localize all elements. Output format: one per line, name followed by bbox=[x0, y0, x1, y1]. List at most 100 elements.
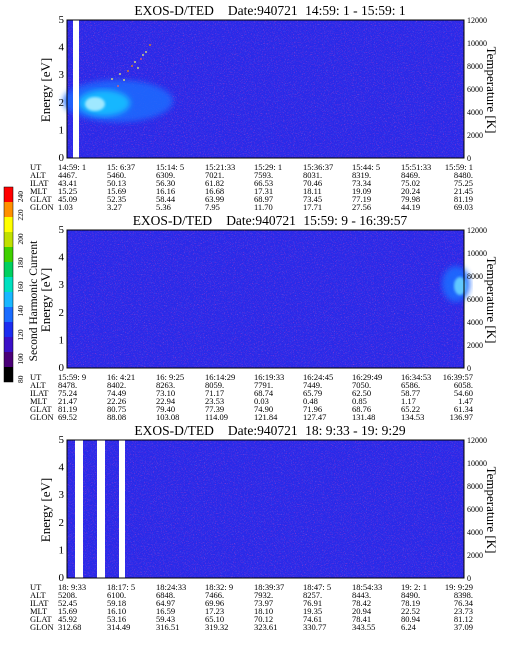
panel-1-cell: 45.09 bbox=[58, 194, 77, 204]
panel-2-y2label: Temperature [K] bbox=[484, 257, 499, 344]
panel-3-date: Date:940721 bbox=[228, 423, 297, 438]
colorbar: 240 220 200 180 160 140 120 100 80 Secon… bbox=[3, 186, 40, 383]
panel-2-cell: 7050. bbox=[352, 380, 371, 390]
panel-3-cell: 70.12 bbox=[254, 614, 273, 624]
panel-3-cell: 18: 9:33 bbox=[58, 582, 86, 592]
panel-3-y2ticks: 0 2000 4000 6000 8000 10000 12000 bbox=[467, 436, 487, 583]
panel-1-y2ticks: 0 2000 4000 6000 8000 10000 12000 bbox=[467, 16, 487, 163]
colorbar-tick-100: 100 bbox=[16, 353, 25, 365]
panel-1-cell: 18.11 bbox=[303, 186, 322, 196]
colorbar-tick-120: 120 bbox=[16, 329, 25, 341]
panel-2-cell: 114.09 bbox=[205, 412, 228, 422]
panel-3-cell: 6848. bbox=[156, 590, 175, 600]
panel-3-yticks: 0 1 2 3 4 5 bbox=[59, 434, 65, 584]
panel-1-cell: 15:29: 1 bbox=[254, 162, 282, 172]
panel-3-cell: 8490. bbox=[401, 590, 420, 600]
panel-2-table: UT ALT ILAT MLT GLAT GLON 15:59: 9 8478.… bbox=[30, 372, 474, 422]
panel-2-cell: 8059. bbox=[205, 380, 224, 390]
panel-3-cell: 314.49 bbox=[107, 622, 130, 632]
panel-3-cell: 64.97 bbox=[156, 598, 175, 608]
panel-1-cell: 73.34 bbox=[352, 178, 372, 188]
colorbar-segment bbox=[4, 307, 13, 322]
panel-2-cell: 0.48 bbox=[303, 396, 318, 406]
panel-3-cell: 7932. bbox=[254, 590, 273, 600]
panel-2-cell: 6586. bbox=[401, 380, 420, 390]
panel-3-cell: 74.61 bbox=[303, 614, 322, 624]
panel-2-row-label-0: UT bbox=[30, 372, 42, 382]
panel-1-cell: 50.13 bbox=[107, 178, 126, 188]
panel-3-cell: 18:17: 5 bbox=[107, 582, 135, 592]
panel-1-cell: 61.82 bbox=[205, 178, 224, 188]
panel-3-cell: 8398. bbox=[454, 590, 473, 600]
panel-3-row-label-2: ILAT bbox=[30, 598, 49, 608]
panel-3-cell: 312.68 bbox=[58, 622, 81, 632]
panel-2-cell: 75.24 bbox=[58, 388, 78, 398]
panel-1-cell: 7.95 bbox=[205, 202, 220, 212]
panel-3-cell: 19.35 bbox=[303, 606, 322, 616]
panel-2-instrument: EXOS-D/TED bbox=[133, 213, 213, 228]
panel-1-cell: 58.44 bbox=[156, 194, 176, 204]
panel-1-cell: 44.19 bbox=[401, 202, 420, 212]
colorbar-segment bbox=[4, 352, 13, 367]
speckle bbox=[131, 65, 133, 67]
panel-2-cell: 16:34:53 bbox=[401, 372, 431, 382]
panel-2-cell: 16: 4:21 bbox=[107, 372, 135, 382]
panel-1-y2tick-2: 4000 bbox=[467, 108, 483, 117]
panel-1-cell: 14:59: 1 bbox=[58, 162, 86, 172]
panel-1-time-range: 14:59: 1 - 15:59: 1 bbox=[305, 3, 406, 18]
panel-3-cell: 323.61 bbox=[254, 622, 277, 632]
colorbar-tick-240: 240 bbox=[16, 191, 25, 203]
colorbar-tick-200: 200 bbox=[16, 233, 25, 245]
panel-3-y2tick-0: 0 bbox=[467, 574, 471, 583]
panel-3-instrument: EXOS-D/TED bbox=[134, 423, 214, 438]
panel-3-cell: 78.42 bbox=[352, 598, 371, 608]
speckle bbox=[123, 79, 125, 81]
panel-3-row-label-0: UT bbox=[30, 582, 42, 592]
colorbar-tick-180: 180 bbox=[16, 257, 25, 269]
panel-3-cell: 53.16 bbox=[107, 614, 126, 624]
panel-1-row-label-5: GLON bbox=[30, 202, 54, 212]
panel-1-cell: 27.56 bbox=[352, 202, 371, 212]
panel-3-ytick-5: 5 bbox=[59, 434, 65, 446]
panel-3-ytick-0: 0 bbox=[59, 572, 65, 584]
panel-2-y2tick-3: 6000 bbox=[467, 295, 483, 304]
panel-3-cell: 16.10 bbox=[107, 606, 126, 616]
panel-3-cell: 73.97 bbox=[254, 598, 273, 608]
panel-3-y2tick-3: 6000 bbox=[467, 505, 483, 514]
panel-1-cell: 43.41 bbox=[58, 178, 77, 188]
panel-2-cell: 54.60 bbox=[454, 388, 473, 398]
panel-3-cell: 18:47: 5 bbox=[303, 582, 331, 592]
panel-3-time-range: 18: 9:33 - 19: 9:29 bbox=[305, 423, 406, 438]
panel-1-cell: 79.98 bbox=[401, 194, 420, 204]
panel-1-cell: 20.24 bbox=[401, 186, 421, 196]
colorbar-segment bbox=[4, 277, 13, 292]
panel-2-cell: 58.77 bbox=[401, 388, 420, 398]
colorbar-segment bbox=[4, 367, 13, 382]
panel-3-cell: 5208. bbox=[58, 590, 77, 600]
speckle bbox=[119, 73, 121, 75]
panel-1-title: EXOS-D/TED Date:940721 14:59: 1 - 15:59: 1 bbox=[134, 3, 405, 18]
colorbar-segment bbox=[4, 217, 13, 232]
panel-2-cell: 131.48 bbox=[352, 412, 375, 422]
panel-1-row-label-1: ALT bbox=[30, 170, 47, 180]
panel-2-cell: 74.90 bbox=[254, 404, 273, 414]
panel-2-y2tick-2: 4000 bbox=[467, 318, 483, 327]
panel-2-date: Date:940721 bbox=[226, 213, 295, 228]
panel-3-cell: 65.10 bbox=[205, 614, 224, 624]
panel-1-row-label-4: GLAT bbox=[30, 194, 53, 204]
panel-2-cell: 16:24:45 bbox=[303, 372, 333, 382]
panel-1-cell: 15.25 bbox=[58, 186, 77, 196]
panel-3-ylabel: Energy [eV] bbox=[38, 478, 53, 542]
panel-3-cell: 7466. bbox=[205, 590, 224, 600]
panel-1-cell: 8480. bbox=[454, 170, 473, 180]
colorbar-frame bbox=[3, 186, 14, 383]
panel-1-ytick-5: 5 bbox=[59, 14, 65, 26]
panel-3-y2label: Temperature [K] bbox=[484, 467, 499, 554]
colorbar-segment bbox=[4, 262, 13, 277]
panel-1-ytick-1: 1 bbox=[59, 124, 65, 136]
panel-1-cell: 5.36 bbox=[156, 202, 171, 212]
panel-2-cell: 68.76 bbox=[352, 404, 371, 414]
panel-2-cell: 62.50 bbox=[352, 388, 371, 398]
panel-1-ylabel: Energy [eV] bbox=[38, 58, 53, 122]
panel-1-cell: 4467. bbox=[58, 170, 77, 180]
